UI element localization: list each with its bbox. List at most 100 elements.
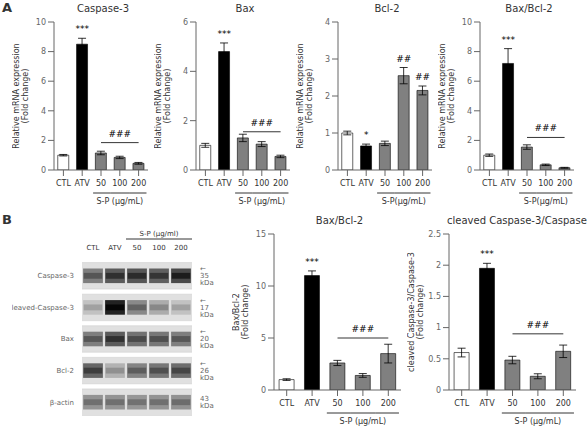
svg-text:Caspase-3: Caspase-3 (38, 272, 75, 280)
svg-text:CTL: CTL (56, 179, 71, 188)
svg-text:1: 1 (325, 129, 330, 138)
svg-text:10: 10 (462, 18, 472, 27)
svg-text:###: ### (534, 123, 557, 133)
svg-text:0: 0 (41, 166, 46, 175)
svg-text:6: 6 (467, 77, 472, 86)
svg-text:2: 2 (467, 136, 472, 145)
svg-text:S-P (μg/mL): S-P (μg/mL) (238, 197, 285, 206)
svg-text:0: 0 (325, 166, 330, 175)
svg-text:Bax/Bcl-2(Fold change): Bax/Bcl-2(Fold change) (232, 285, 250, 340)
svg-text:S-P (μg/mL): S-P (μg/mL) (340, 417, 387, 426)
svg-text:***: *** (305, 257, 319, 267)
svg-text:10: 10 (256, 282, 266, 291)
svg-text:###: ### (352, 324, 375, 334)
svg-text:50: 50 (507, 399, 517, 408)
svg-text:CTL: CTL (279, 399, 294, 408)
svg-text:200: 200 (174, 244, 187, 252)
svg-text:ATV: ATV (501, 179, 517, 188)
svg-text:200: 200 (273, 179, 288, 188)
svg-text:S-P (μg/mL): S-P (μg/mL) (96, 197, 143, 206)
svg-text:2.5: 2.5 (428, 230, 441, 239)
svg-text:100: 100 (538, 179, 553, 188)
svg-text:ATV: ATV (217, 179, 233, 188)
svg-text:0: 0 (183, 166, 188, 175)
svg-text:50: 50 (522, 179, 532, 188)
svg-text:2: 2 (325, 92, 330, 101)
svg-text:15: 15 (256, 230, 266, 239)
svg-text:50: 50 (238, 179, 248, 188)
svg-text:←20kDa: ←20kDa (200, 328, 214, 350)
svg-text:100: 100 (396, 179, 411, 188)
svg-text:1: 1 (436, 323, 441, 332)
svg-text:ATV: ATV (479, 399, 495, 408)
svg-text:4: 4 (325, 18, 330, 27)
svg-text:Relative mRNA expression(Fold: Relative mRNA expression(Fold change) (438, 43, 456, 148)
svg-text:S-P (μg/ml): S-P (μg/ml) (140, 230, 179, 238)
svg-text:50: 50 (96, 179, 106, 188)
svg-text:S-P(μg/mL): S-P(μg/mL) (524, 197, 568, 206)
svg-text:Relative mRNA expression(Fold: Relative mRNA expression(Fold change) (296, 43, 314, 148)
svg-text:CTL: CTL (454, 399, 469, 408)
svg-text:0: 0 (436, 386, 441, 395)
svg-text:200: 200 (131, 179, 146, 188)
svg-text:Relative mRNA expression(Fold: Relative mRNA expression(Fold change) (12, 43, 30, 148)
svg-text:CTL: CTL (86, 244, 99, 252)
svg-text:CTL: CTL (340, 179, 355, 188)
svg-text:0: 0 (467, 166, 472, 175)
svg-text:100: 100 (355, 399, 370, 408)
svg-text:43kDa: 43kDa (200, 395, 214, 410)
svg-text:8: 8 (41, 47, 46, 56)
svg-text:6: 6 (183, 18, 188, 27)
svg-text:4: 4 (41, 107, 46, 116)
svg-text:50: 50 (133, 244, 142, 252)
svg-text:50: 50 (380, 179, 390, 188)
svg-text:***: *** (501, 35, 515, 45)
svg-text:←26kDa: ←26kDa (200, 360, 214, 382)
svg-text:ATV: ATV (108, 244, 122, 252)
svg-text:50: 50 (332, 399, 342, 408)
svg-text:S-P(μg/mL): S-P(μg/mL) (382, 197, 426, 206)
svg-text:200: 200 (557, 179, 572, 188)
svg-text:4: 4 (467, 107, 472, 116)
svg-text:0.5: 0.5 (428, 355, 441, 364)
svg-text:***: *** (480, 249, 494, 259)
svg-text:3: 3 (325, 55, 330, 64)
svg-text:***: *** (75, 24, 89, 34)
svg-text:←35kDa: ←35kDa (200, 265, 214, 287)
svg-text:###: ### (108, 129, 131, 139)
svg-text:100: 100 (530, 399, 545, 408)
svg-text:##: ## (396, 54, 411, 64)
svg-text:200: 200 (381, 399, 396, 408)
svg-text:ATV: ATV (359, 179, 375, 188)
svg-text:2: 2 (41, 136, 46, 145)
svg-text:0: 0 (261, 386, 266, 395)
svg-text:2: 2 (436, 261, 441, 270)
svg-text:ATV: ATV (304, 399, 320, 408)
svg-text:cleaved Caspase-3/Caspase-3(Fo: cleaved Caspase-3/Caspase-3(Fold change) (407, 252, 425, 372)
svg-text:1.5: 1.5 (428, 292, 441, 301)
svg-text:200: 200 (556, 399, 571, 408)
svg-text:4: 4 (183, 67, 188, 76)
svg-text:6: 6 (41, 77, 46, 86)
svg-text:Bax: Bax (61, 335, 74, 343)
svg-text:cleaved-Caspase-3: cleaved-Caspase-3 (12, 304, 74, 312)
svg-text:S-P (μg/mL): S-P (μg/mL) (515, 417, 562, 426)
svg-text:###: ### (527, 320, 550, 330)
svg-text:##: ## (415, 72, 430, 82)
svg-text:100: 100 (112, 179, 127, 188)
svg-text:β-actin: β-actin (50, 399, 74, 407)
svg-text:CTL: CTL (198, 179, 213, 188)
svg-text:←17kDa: ←17kDa (200, 297, 214, 319)
svg-text:###: ### (250, 118, 273, 128)
svg-text:100: 100 (254, 179, 269, 188)
svg-text:***: *** (217, 29, 231, 39)
svg-text:Relative mRNA expression(Fold: Relative mRNA expression(Fold change) (154, 43, 172, 148)
svg-text:200: 200 (415, 179, 430, 188)
svg-text:ATV: ATV (75, 179, 91, 188)
svg-text:CTL: CTL (482, 179, 497, 188)
svg-text:100: 100 (152, 244, 165, 252)
svg-text:10: 10 (36, 18, 46, 27)
svg-text:8: 8 (467, 47, 472, 56)
svg-text:*: * (364, 130, 369, 140)
svg-text:Bcl-2: Bcl-2 (56, 367, 74, 375)
